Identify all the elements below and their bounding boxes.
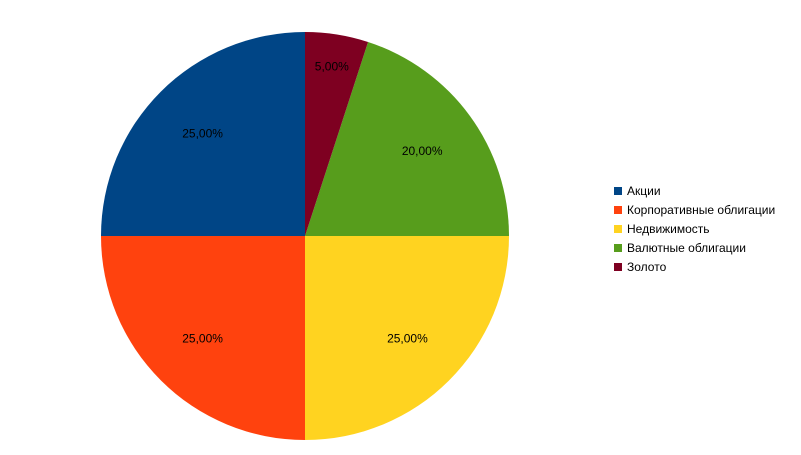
legend-item-valyutnye-obligatsii: Валютные облигации bbox=[614, 238, 775, 257]
legend-item-zoloto: Золото bbox=[614, 257, 775, 276]
pie-slice-nedvizhimost bbox=[305, 236, 509, 440]
pie-slice-valyutnye-obligatsii bbox=[305, 41, 509, 237]
slice-label-korporativnye-obligatsii: 25,00% bbox=[182, 331, 223, 345]
legend-item-aktsii: Акции bbox=[614, 181, 775, 200]
legend-label-korporativnye-obligatsii: Корпоративные облигации bbox=[627, 202, 776, 217]
legend-swatch-valyutnye-obligatsii bbox=[614, 243, 622, 252]
legend: Акции Корпоративные облигации Недвижимос… bbox=[614, 181, 775, 276]
legend-swatch-zoloto bbox=[614, 262, 622, 271]
legend-label-valyutnye-obligatsii: Валютные облигации bbox=[627, 240, 746, 255]
legend-label-zoloto: Золото bbox=[627, 259, 667, 274]
legend-item-nedvizhimost: Недвижимость bbox=[614, 219, 775, 238]
legend-item-korporativnye-obligatsii: Корпоративные облигации bbox=[614, 200, 775, 219]
pie-slice-zoloto bbox=[305, 32, 369, 236]
legend-swatch-aktsii bbox=[614, 186, 622, 195]
pie-slice-korporativnye-obligatsii bbox=[101, 236, 305, 440]
legend-swatch-nedvizhimost bbox=[614, 224, 622, 233]
slice-label-valyutnye-obligatsii: 20,00% bbox=[402, 144, 443, 158]
slice-label-zoloto: 5,00% bbox=[315, 60, 349, 74]
legend-swatch-korporativnye-obligatsii bbox=[614, 205, 622, 214]
legend-label-aktsii: Акции bbox=[627, 183, 661, 198]
slice-label-nedvizhimost: 25,00% bbox=[387, 331, 428, 345]
legend-label-nedvizhimost: Недвижимость bbox=[627, 221, 710, 236]
slice-label-aktsii: 25,00% bbox=[182, 127, 223, 141]
pie-slice-aktsii bbox=[101, 32, 305, 236]
